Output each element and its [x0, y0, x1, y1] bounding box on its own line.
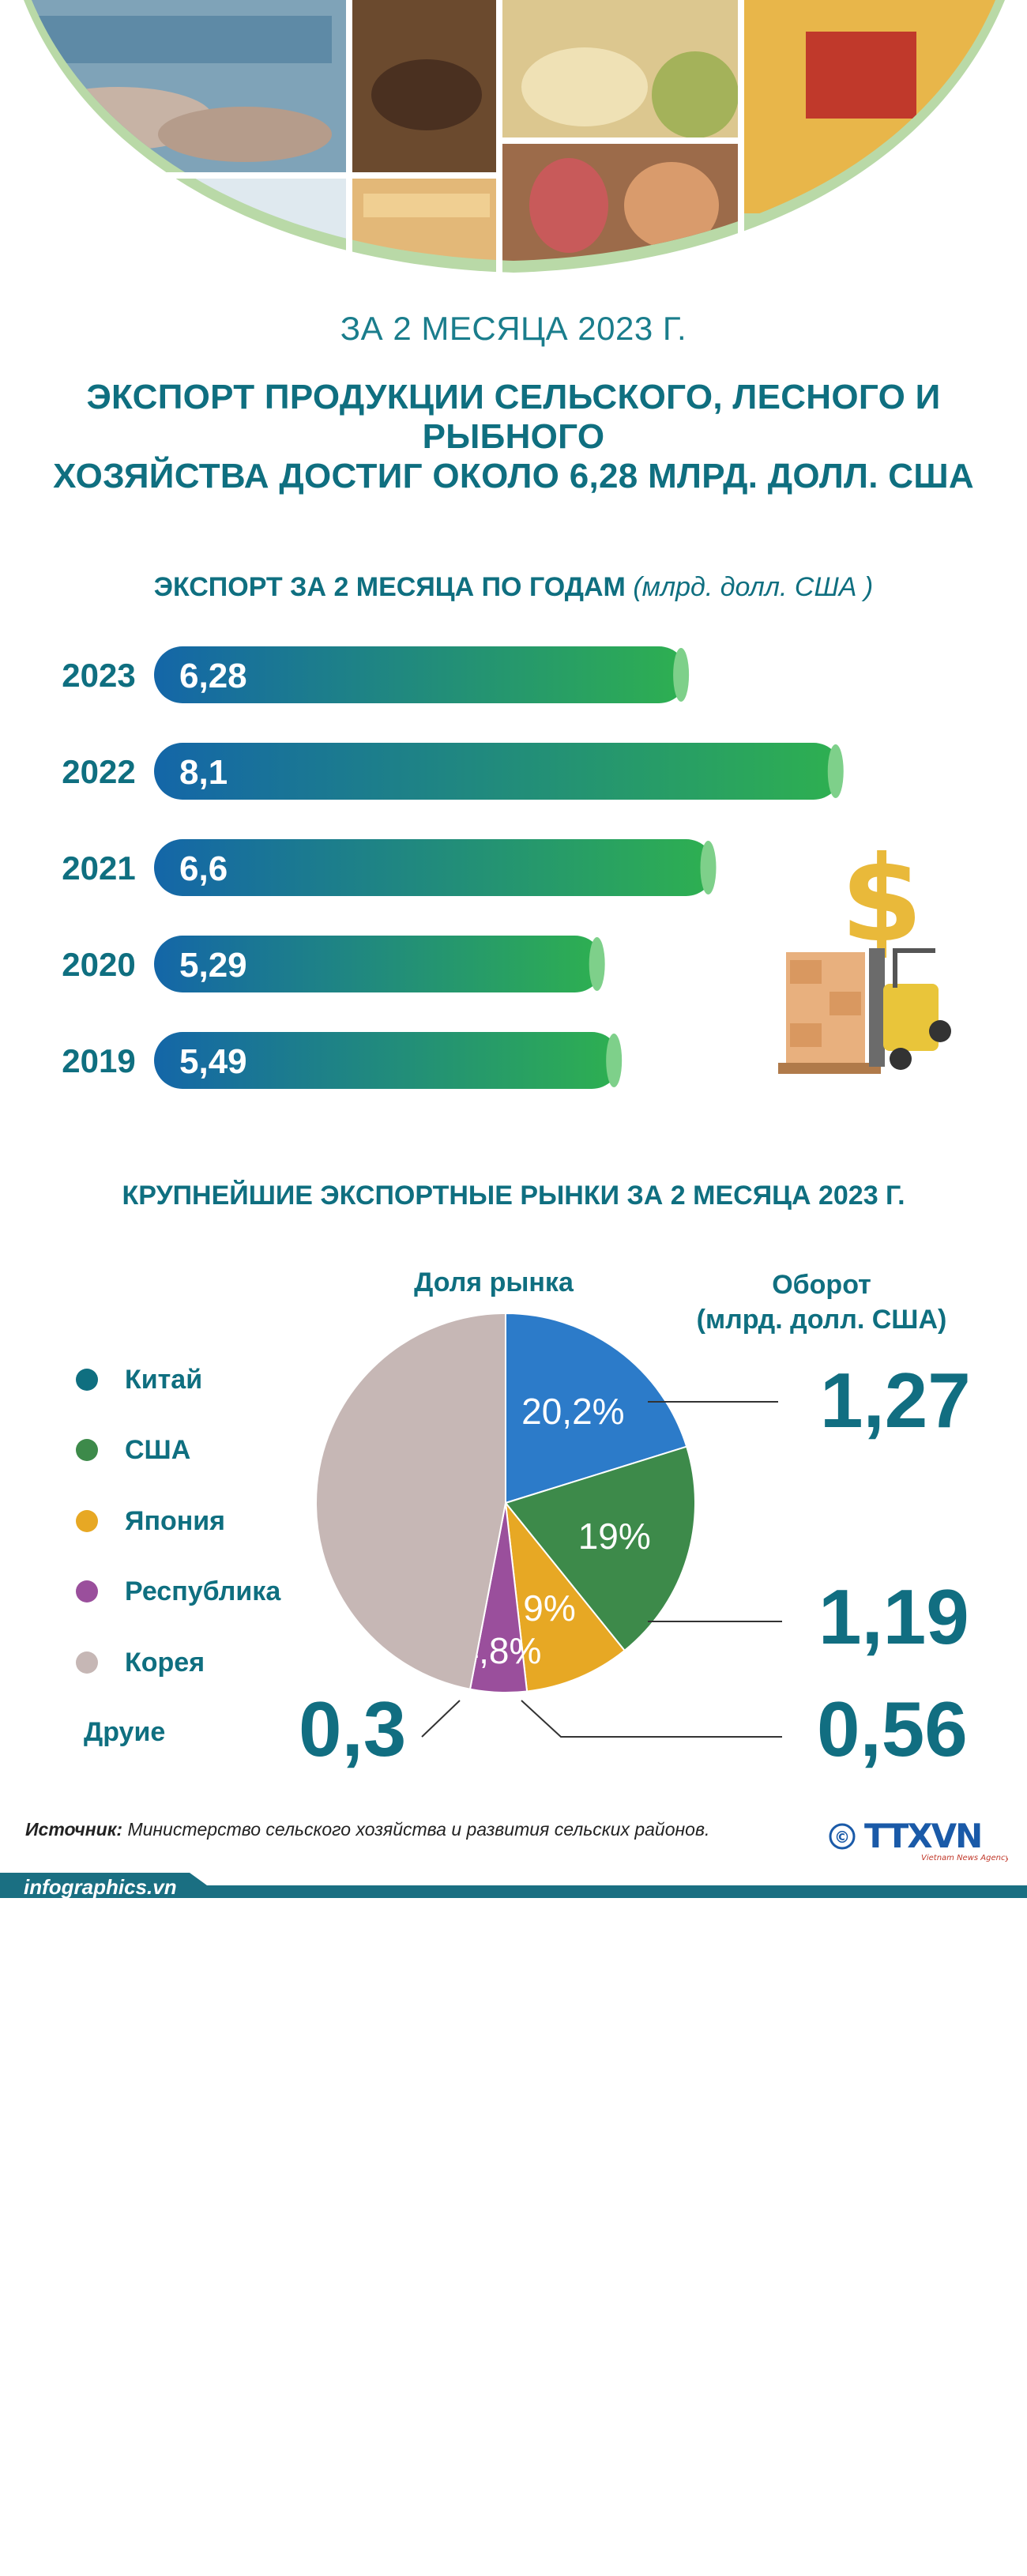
bar-end-cap	[589, 937, 605, 991]
bar-year-label: 2023	[62, 657, 135, 694]
bar	[154, 646, 688, 703]
legend-dot-japan	[76, 1510, 98, 1532]
legend-dot-other	[76, 1651, 98, 1674]
turnover-value-japan: 0,56	[817, 1685, 968, 1772]
pie-slice-label: 19%	[578, 1516, 651, 1557]
turnover-value-usa: 1,19	[818, 1573, 969, 1660]
legend-item-korea-line-1: Республика	[76, 1576, 280, 1607]
bar-year-label: 2019	[62, 1042, 135, 1079]
legend-label: Япония	[125, 1505, 226, 1536]
export-by-year-bar-chart: 2023 6,28 2022 8,1 2021 6,6 2020 5,29 2019 5,49 $	[62, 646, 951, 1089]
bar-value-label: 8,1	[179, 753, 228, 792]
turnover-header-line-1: Оборот	[772, 1270, 871, 1300]
bar-year-label: 2021	[62, 849, 135, 887]
bar-value-label: 5,29	[179, 946, 247, 985]
bar-year-label: 2020	[62, 946, 135, 983]
legend-label: США	[125, 1434, 191, 1465]
headline-line-1: ЭКСПОРТ ПРОДУКЦИИ СЕЛЬСКОГО, ЛЕСНОГО И Р…	[86, 378, 941, 456]
legend-item-korea-line-2: Корея	[76, 1647, 205, 1678]
legend-item-other: Друие	[84, 1716, 165, 1748]
pie-chart-title: КРУПНЕЙШИЕ ЭКСПОРТНЫЕ РЫНКИ ЗА 2 МЕСЯЦА …	[122, 1181, 905, 1211]
source-text: Министерство сельского хозяйства и разви…	[127, 1819, 710, 1840]
legend-dot-china	[76, 1369, 98, 1391]
logo-subtext: Vietnam News Agency	[921, 1854, 1008, 1862]
pie-slice	[504, 1500, 626, 1693]
turnover-header: Оборот (млрд. долл. США)	[679, 1267, 964, 1337]
turnover-value-korea: 0,3	[299, 1685, 407, 1772]
turnover-header-line-2: (млрд. долл. США)	[696, 1305, 947, 1335]
forklift-dollar-icon: $	[778, 831, 951, 1074]
bar	[154, 743, 842, 800]
pie-slice-label: 20,2%	[521, 1391, 624, 1432]
source-note: Источник: Министерство сельского хозяйст…	[25, 1819, 709, 1840]
copyright-symbol: ©	[834, 1828, 850, 1847]
bar-value-label: 6,28	[179, 657, 247, 695]
legend-item-japan: Япония	[76, 1505, 225, 1537]
bar	[154, 1032, 621, 1089]
ttxvn-logo: © TTXVN Vietnam News Agency	[829, 1817, 1008, 1862]
legend-item-china: Китай	[76, 1364, 202, 1395]
pie-slice	[315, 1312, 506, 1690]
bar	[154, 936, 604, 992]
market-share-header: Доля рынка	[414, 1267, 574, 1297]
bar-end-cap	[673, 648, 690, 702]
bar-end-cap	[827, 744, 844, 798]
site-link[interactable]: infographics.vn	[24, 1875, 177, 1899]
bar-end-cap	[606, 1034, 623, 1087]
legend-label: Друие	[84, 1716, 166, 1747]
turnover-value-china: 1,27	[820, 1357, 971, 1444]
bar-value-label: 5,49	[179, 1042, 247, 1081]
bar-end-cap	[700, 841, 717, 894]
legend-label: Китай	[125, 1364, 203, 1395]
bar-value-label: 6,6	[179, 849, 228, 888]
legend-label: Республика	[125, 1576, 281, 1606]
source-label: Источник:	[25, 1819, 123, 1840]
bar-year-label: 2022	[62, 753, 135, 790]
bar-chart-title: ЭКСПОРТ ЗА 2 МЕСЯЦА ПО ГОДАМ (млрд. долл…	[0, 572, 1027, 603]
pie-slice	[505, 1312, 688, 1505]
legend-item-usa: США	[76, 1434, 190, 1466]
footer-bar	[0, 1873, 1027, 1898]
bar-chart-title-text: ЭКСПОРТ ЗА 2 МЕСЯЦА ПО ГОДАМ	[153, 572, 626, 602]
legend-label: Корея	[125, 1647, 205, 1678]
logo-text: TTXVN	[864, 1817, 981, 1855]
header-photo-collage	[0, 0, 1005, 277]
legend-dot-korea	[76, 1580, 98, 1602]
headline-line-2: ХОЗЯЙСТВА ДОСТИГ ОКОЛО 6,28 МЛРД. ДОЛЛ. …	[53, 457, 974, 495]
bar-chart-unit: (млрд. долл. США )	[633, 572, 874, 602]
bar	[154, 839, 715, 896]
svg-text:$: $	[841, 831, 923, 969]
subtitle: ЗА 2 МЕСЯЦА 2023 Г.	[340, 310, 687, 347]
pie-slice	[504, 1445, 696, 1652]
export-markets-pie-chart: 20,2%19%9%4,8%	[315, 1312, 696, 1693]
pie-slice-label: 9%	[523, 1587, 575, 1629]
legend-dot-usa	[76, 1439, 98, 1461]
